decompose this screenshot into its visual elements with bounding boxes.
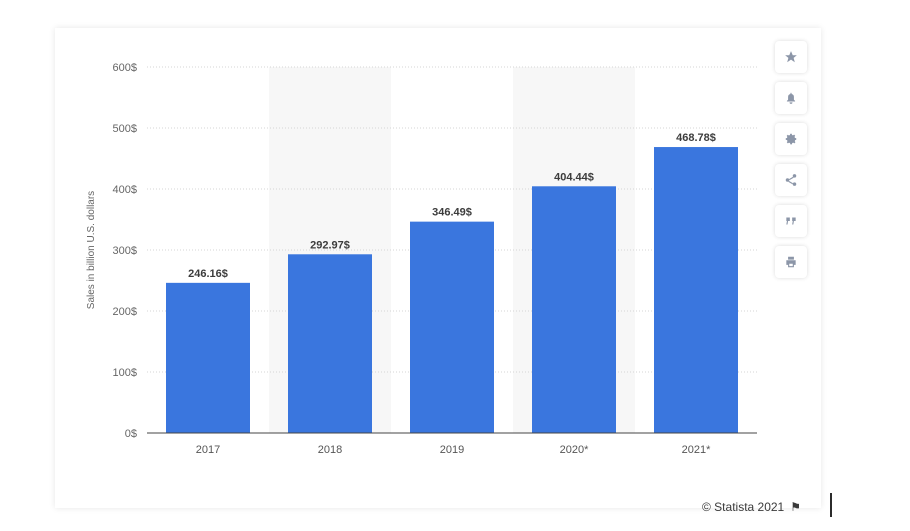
y-tick-label: 0$ [125, 428, 137, 440]
y-tick-label: 100$ [113, 367, 137, 379]
print-icon [786, 256, 796, 268]
y-tick-label: 300$ [113, 245, 137, 257]
bar[interactable] [654, 147, 738, 434]
x-tick-label: 2018 [318, 444, 342, 456]
bell-icon [786, 92, 796, 104]
bar-value-label: 246.16$ [188, 268, 228, 280]
flag-icon[interactable]: ⚑ [790, 500, 801, 514]
copyright-footer: © Statista 2021 ⚑ [702, 500, 801, 514]
x-tick-label: 2019 [440, 444, 464, 456]
x-axis-ticks: 2017 2018 2019 2020* 2021* [196, 444, 711, 456]
y-tick-label: 500$ [113, 123, 137, 135]
y-axis-ticks: 0$ 100$ 200$ 300$ 400$ 500$ 600$ [113, 62, 137, 440]
bar-value-label: 292.97$ [310, 239, 350, 251]
gear-icon [785, 133, 797, 145]
bar[interactable] [532, 186, 616, 433]
quote-icon [786, 217, 796, 225]
y-tick-label: 200$ [113, 306, 137, 318]
bar-value-label: 468.78$ [676, 132, 716, 144]
print-button[interactable] [775, 246, 807, 278]
value-labels: 246.16$ 292.97$ 346.49$ 404.44$ 468.78$ [188, 132, 716, 280]
bars [166, 147, 738, 434]
x-tick-label: 2021* [682, 444, 711, 456]
notification-button[interactable] [775, 82, 807, 114]
star-button[interactable] [775, 41, 807, 73]
bar[interactable] [288, 254, 372, 433]
star-icon [785, 51, 797, 63]
cite-button[interactable] [775, 205, 807, 237]
settings-button[interactable] [775, 123, 807, 155]
share-icon [785, 174, 797, 186]
bar-value-label: 346.49$ [432, 207, 472, 219]
y-tick-label: 400$ [113, 184, 137, 196]
copyright-text: © Statista 2021 [702, 500, 785, 514]
bar[interactable] [166, 282, 250, 433]
divider [830, 493, 832, 517]
x-tick-label: 2017 [196, 444, 220, 456]
x-tick-label: 2020* [560, 444, 589, 456]
bar[interactable] [410, 221, 494, 433]
share-button[interactable] [775, 164, 807, 196]
y-tick-label: 600$ [113, 62, 137, 74]
y-axis-label: Sales in billion U.S. dollars [86, 191, 97, 309]
bar-value-label: 404.44$ [554, 171, 594, 183]
